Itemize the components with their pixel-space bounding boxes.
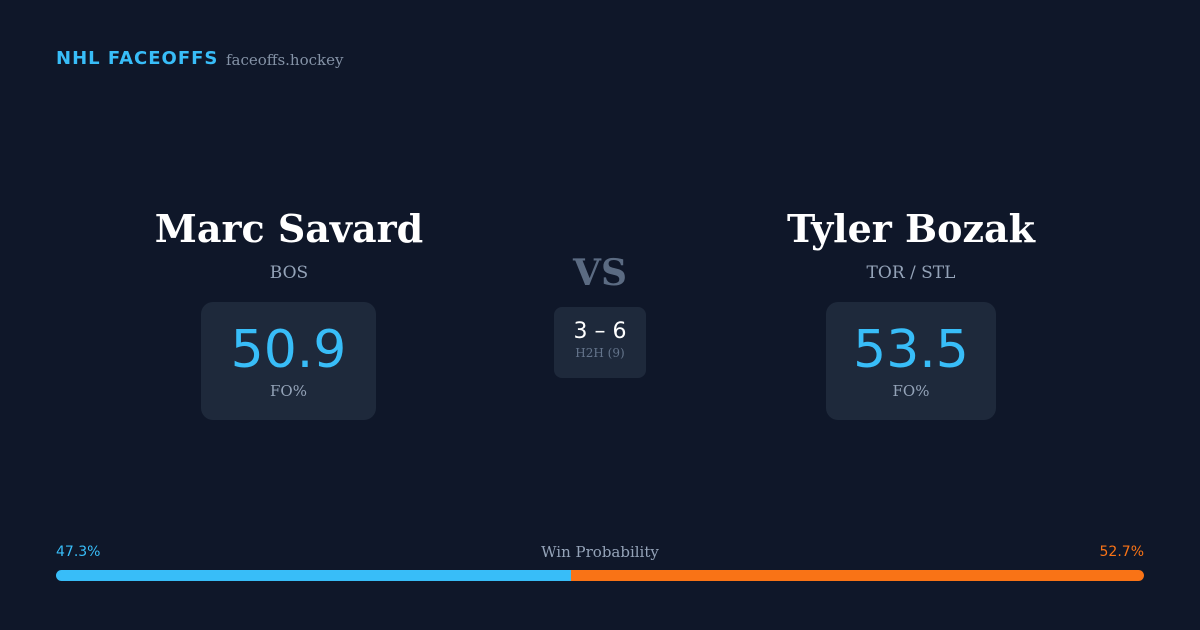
stat-box: 50.9 FO% bbox=[201, 302, 376, 420]
prob-segment bbox=[56, 570, 571, 581]
fo-value: 53.5 bbox=[853, 320, 969, 380]
h2h-label: H2H (9) bbox=[575, 346, 625, 360]
player-team: BOS bbox=[269, 263, 309, 283]
vs: VS bbox=[573, 252, 627, 294]
left-prob: 47.3% bbox=[56, 544, 101, 560]
site: faceoffs.hockey bbox=[226, 51, 344, 69]
brand: NHL FACEOFFS bbox=[56, 48, 219, 69]
prob-bar bbox=[56, 570, 1144, 581]
h2h-score: 3 – 6 bbox=[573, 319, 627, 344]
prob-segment bbox=[570, 570, 1144, 581]
prob-title: Win Probability bbox=[541, 543, 659, 561]
h2h-box: 3 – 6 H2H (9) bbox=[554, 307, 646, 378]
right-prob: 52.7% bbox=[1099, 544, 1144, 560]
player-team: TOR / STL bbox=[866, 263, 956, 283]
fo-label: FO% bbox=[892, 382, 930, 400]
fo-value: 50.9 bbox=[230, 320, 347, 380]
player-name: Marc Savard bbox=[154, 206, 424, 251]
fo-label: FO% bbox=[270, 382, 307, 400]
player-name: Tyler Bozak bbox=[786, 206, 1036, 251]
stat-box: 53.5 FO% bbox=[826, 302, 996, 420]
